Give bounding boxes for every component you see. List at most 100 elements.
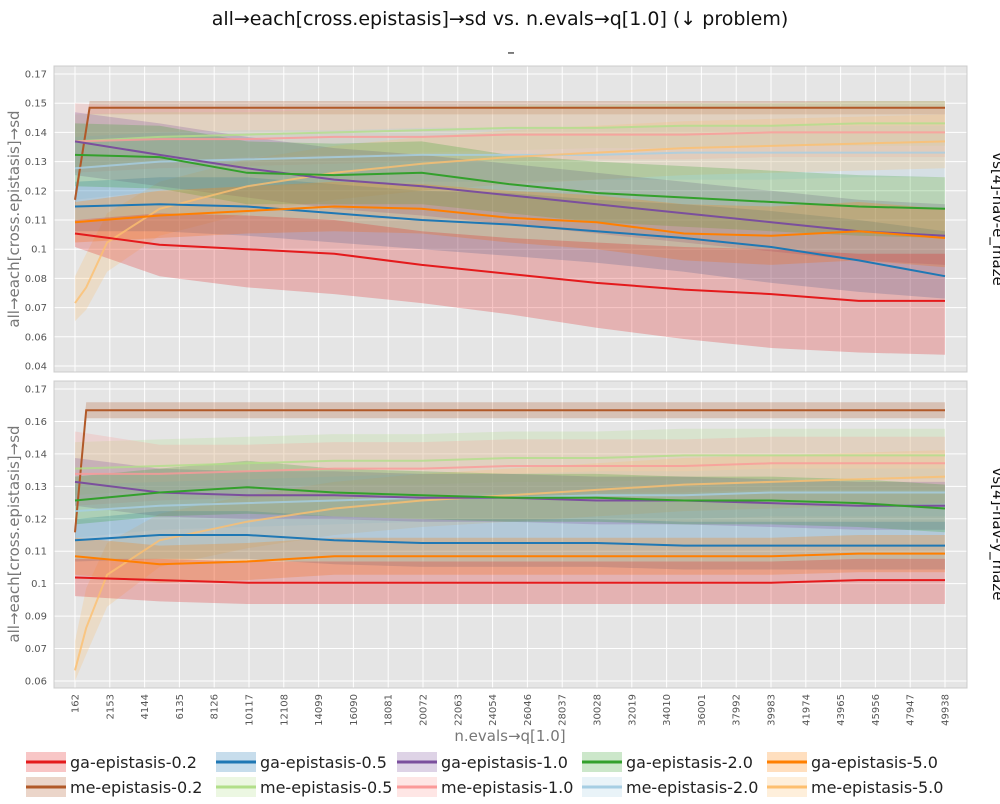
line-ga-epistasis-1.0 — [74, 140, 946, 237]
panel-top-background — [54, 66, 967, 372]
x-tick-label: 43965 — [836, 694, 847, 726]
legend-item[interactable]: me-epistasis-0.5 — [216, 777, 392, 797]
panel-bottom-grid — [54, 381, 967, 688]
line-me-epistasis-0.2 — [74, 106, 945, 200]
line-ga-epistasis-5.0 — [74, 205, 946, 239]
x-tick-label: 41974 — [801, 694, 812, 726]
y-tick-label: 0.15 — [25, 99, 47, 110]
x-tick-label: 49938 — [941, 694, 952, 726]
x-tick-label: 14099 — [314, 694, 325, 726]
band-me-epistasis-0.2 — [75, 101, 945, 209]
y-tick-label: 0.1 — [31, 245, 47, 256]
legend-label: ga-epistasis-2.0 — [626, 753, 753, 772]
y-tick-label: 0.14 — [25, 128, 47, 139]
y-tick-label: 0.16 — [25, 417, 47, 428]
band-ga-epistasis-0.2 — [75, 558, 945, 604]
y-axis-label-bottom: all→each[cross.epistasis]→sd — [5, 425, 23, 642]
line-ga-epistasis-0.2 — [74, 576, 945, 584]
line-me-epistasis-2.0 — [74, 151, 945, 170]
legend-item[interactable]: me-epistasis-0.2 — [26, 777, 202, 797]
panel-bottom-frame — [53, 380, 968, 689]
facet-label-bottom: vs[4]-nav-y_maze — [988, 468, 1000, 601]
band-ga-epistasis-2.0 — [75, 123, 945, 238]
line-ga-epistasis-2.0 — [74, 486, 946, 510]
legend-label: me-epistasis-5.0 — [811, 778, 943, 797]
legend-label: me-epistasis-0.2 — [70, 778, 202, 797]
y-tick-label: 0.04 — [25, 362, 47, 373]
band-me-epistasis-0.2 — [75, 402, 945, 543]
x-tick-label: 22063 — [453, 694, 464, 726]
band-ga-epistasis-1.0 — [75, 112, 945, 265]
x-tick-label: 45956 — [871, 694, 882, 726]
band-me-epistasis-1.0 — [75, 103, 945, 173]
panel-bottom-y-ticks: 0.06 0.07 0.09 0.1 0.11 0.12 0.13 0.14 0.16 0.17 — [25, 385, 47, 688]
x-tick-label: 36001 — [697, 694, 708, 726]
y-tick-label: 0.06 — [25, 677, 47, 688]
facet-label-top: vs[4]-nav-e_maze — [988, 152, 1000, 286]
line-ga-epistasis-0.5 — [74, 203, 946, 278]
legend-item[interactable]: ga-epistasis-1.0 — [397, 752, 568, 772]
legend-label: ga-epistasis-5.0 — [811, 753, 938, 772]
legend-item[interactable]: me-epistasis-1.0 — [397, 777, 573, 797]
line-me-epistasis-0.5 — [74, 454, 945, 470]
x-tick-label: 28037 — [558, 694, 569, 726]
band-ga-epistasis-0.2 — [75, 213, 945, 355]
chart-subtitle: – — [507, 43, 515, 61]
x-axis-label: n.evals→q[1.0] — [454, 727, 565, 745]
y-tick-label: 0.09 — [25, 612, 47, 623]
y-tick-label: 0.12 — [25, 514, 47, 525]
legend-item[interactable]: me-epistasis-2.0 — [582, 777, 758, 797]
line-ga-epistasis-0.2 — [74, 232, 945, 302]
line-me-epistasis-0.5 — [74, 122, 945, 143]
band-me-epistasis-0.5 — [75, 428, 945, 496]
band-me-epistasis-2.0 — [75, 468, 945, 538]
legend-item[interactable]: me-epistasis-5.0 — [767, 777, 943, 797]
legend-label: me-epistasis-1.0 — [441, 778, 573, 797]
legend-label: me-epistasis-2.0 — [626, 778, 758, 797]
legend-label: me-epistasis-0.5 — [260, 778, 392, 797]
y-tick-label: 0.08 — [25, 274, 47, 285]
panel-top-y-ticks: 0.04 0.06 0.07 0.08 0.1 0.11 0.12 0.13 0.14 0.15 0… — [25, 70, 47, 373]
legend-item[interactable]: ga-epistasis-5.0 — [767, 752, 938, 772]
x-tick-label: 4144 — [140, 694, 151, 719]
y-tick-label: 0.07 — [25, 303, 47, 314]
x-tick-label: 20072 — [419, 694, 430, 726]
x-tick-label: 26046 — [523, 694, 534, 726]
band-ga-epistasis-1.0 — [75, 458, 945, 530]
x-tick-label: 37992 — [732, 694, 743, 726]
legend-label: ga-epistasis-0.5 — [260, 753, 387, 772]
x-tick-label: 2153 — [105, 694, 116, 719]
legend: ga-epistasis-0.2 ga-epistasis-0.5 ga-epist… — [26, 752, 943, 797]
panel-top-lines — [74, 106, 946, 304]
y-tick-label: 0.17 — [25, 385, 47, 396]
x-axis-ticks: 162 2153 4144 6135 8126 10117 12108 14099 16090 1… — [71, 694, 952, 726]
x-tick-label: 10117 — [245, 694, 256, 726]
legend-item[interactable]: ga-epistasis-2.0 — [582, 752, 753, 772]
line-me-epistasis-5.0 — [74, 140, 946, 304]
y-tick-label: 0.06 — [25, 332, 47, 343]
band-ga-epistasis-0.5 — [75, 511, 945, 570]
y-tick-label: 0.11 — [25, 547, 47, 558]
band-me-epistasis-2.0 — [75, 125, 945, 200]
y-axis-label-top: all→each[cross.epistasis]→sd — [5, 110, 23, 327]
x-tick-label: 16090 — [349, 694, 360, 726]
x-tick-label: 39983 — [767, 694, 778, 726]
x-tick-label: 30028 — [593, 694, 604, 726]
line-me-epistasis-1.0 — [75, 462, 945, 475]
band-me-epistasis-5.0 — [75, 450, 945, 681]
panel-bottom-bands — [75, 402, 945, 681]
legend-item[interactable]: ga-epistasis-0.5 — [216, 752, 387, 772]
legend-label: ga-epistasis-1.0 — [441, 753, 568, 772]
x-tick-label: 24054 — [488, 694, 499, 726]
line-me-epistasis-0.2 — [74, 409, 945, 533]
y-tick-label: 0.11 — [25, 216, 47, 227]
legend-item[interactable]: ga-epistasis-0.2 — [26, 752, 197, 772]
band-ga-epistasis-0.5 — [75, 177, 945, 299]
x-tick-label: 12108 — [279, 694, 290, 726]
x-tick-label: 6135 — [175, 694, 186, 719]
y-tick-label: 0.14 — [25, 449, 47, 460]
legend-label: ga-epistasis-0.2 — [70, 753, 197, 772]
line-ga-epistasis-0.5 — [74, 534, 945, 547]
band-me-epistasis-5.0 — [75, 114, 945, 322]
